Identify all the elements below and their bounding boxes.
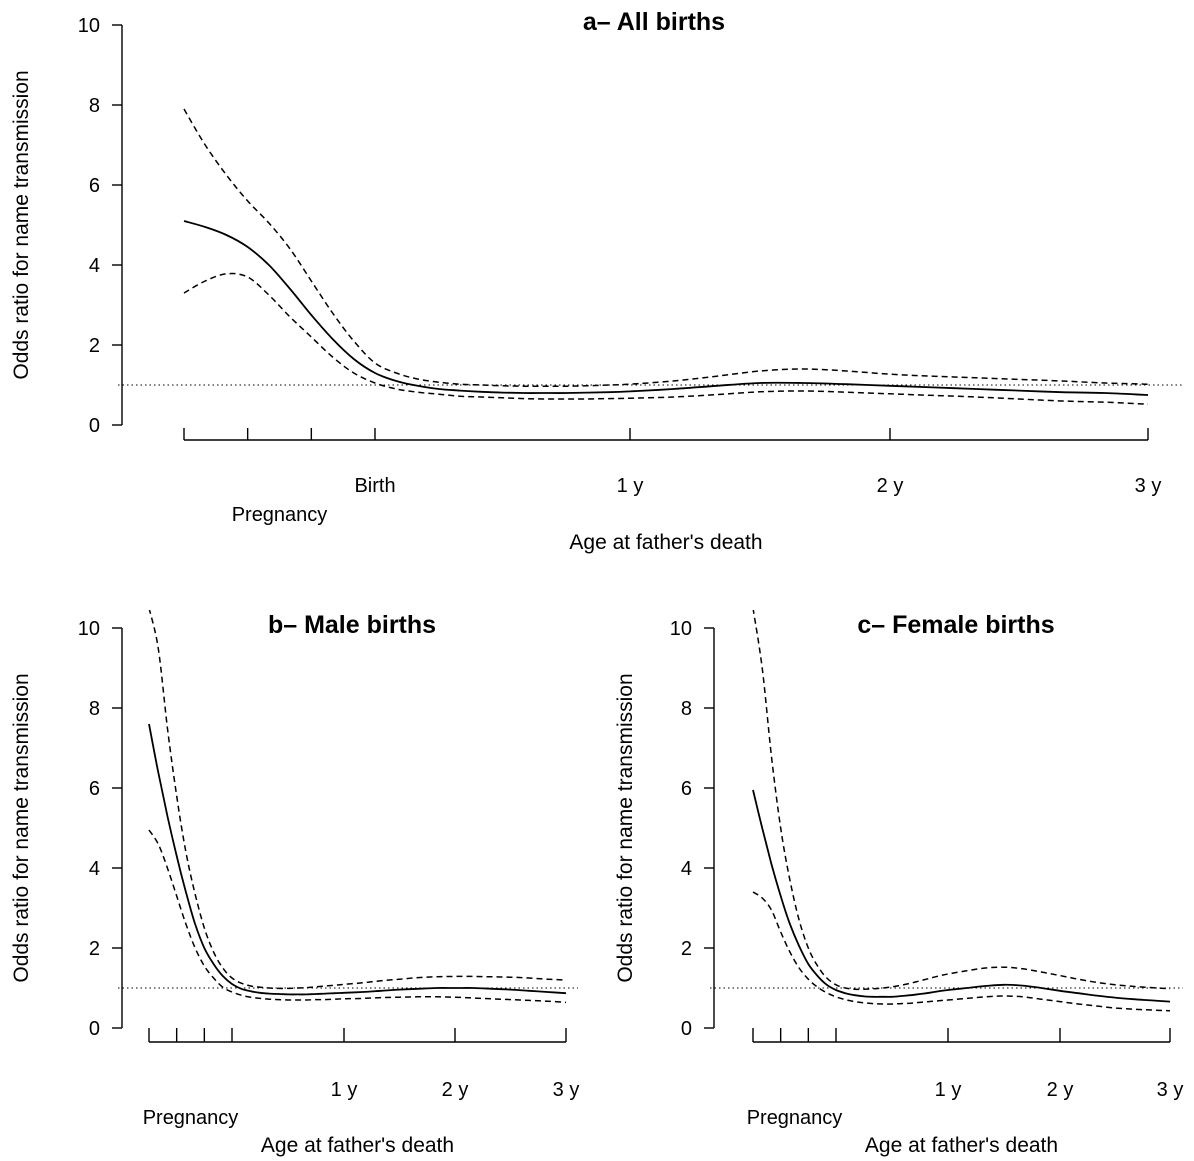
x-tick-label: 3 y [553,1079,580,1101]
y-tick-label: 4 [89,858,100,880]
chart-title: a– All births [583,8,725,36]
x-tick-label: 1 y [617,475,644,497]
x-axis-label: Age at father's death [865,1134,1058,1157]
x-tick-label: 2 y [1047,1079,1074,1101]
y-tick-label: 8 [89,95,100,117]
y-tick-label: 4 [89,255,100,277]
y-tick-label: 8 [681,698,692,720]
panel-female-births: c– Female births 0 2 4 6 8 10 Odds ratio for na… [614,610,1184,1157]
y-tick-label: 4 [681,858,692,880]
x-tick-label: 3 y [1135,475,1162,497]
y-tick-label: 10 [78,618,100,640]
y-axis-label: Odds ratio for name transmission [614,673,637,982]
x-axis-label: Age at father's death [261,1134,454,1157]
lower-ci-line [183,272,1149,405]
upper-ci-line [183,108,1149,387]
x-axis-label: Age at father's death [569,531,762,554]
y-tick-label: 2 [89,335,100,357]
x-tick-label: 1 y [935,1079,962,1101]
lower-ci-line [148,829,567,1004]
panel-male-births: b– Male births 0 2 4 6 8 10 Odds ratio for name… [10,610,580,1157]
x-tick-label: Pregnancy [143,1107,239,1129]
x-tick-label: 2 y [442,1079,469,1101]
y-tick-label: 6 [89,175,100,197]
y-tick-label: 10 [670,618,692,640]
x-tick-label: 2 y [877,475,904,497]
y-tick-label: 8 [89,698,100,720]
x-tick-label: Birth [354,475,395,497]
y-tick-label: 0 [89,415,100,437]
x-tick-label: 3 y [1157,1079,1184,1101]
y-tick-label: 6 [89,778,100,800]
y-tick-label: 6 [681,778,692,800]
chart-title: b– Male births [268,611,436,639]
upper-ci-line [148,610,567,990]
chart-title: c– Female births [857,611,1054,639]
x-tick-label: 1 y [331,1079,358,1101]
y-tick-label: 2 [89,938,100,960]
y-tick-label: 2 [681,938,692,960]
estimate-line [183,220,1149,396]
estimate-line [752,789,1171,1003]
estimate-line [148,723,567,996]
x-tick-label: Pregnancy [747,1107,843,1129]
panel-all-births: a– All births 0 2 4 6 8 10 Odds ratio for name … [10,8,1183,554]
y-axis-label: Odds ratio for name transmission [10,673,33,982]
x-tick-label: Pregnancy [232,504,328,526]
y-tick-label: 10 [78,15,100,37]
y-axis-label: Odds ratio for name transmission [10,70,33,379]
y-tick-label: 0 [681,1018,692,1040]
y-tick-label: 0 [89,1018,100,1040]
upper-ci-line [752,610,1171,991]
lower-ci-line [752,891,1171,1012]
